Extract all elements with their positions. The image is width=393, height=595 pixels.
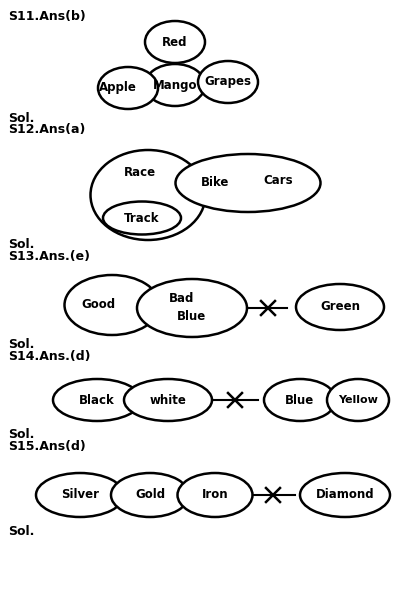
Ellipse shape: [327, 379, 389, 421]
Ellipse shape: [296, 284, 384, 330]
Text: S14.Ans.(d): S14.Ans.(d): [8, 350, 90, 363]
Text: Bad: Bad: [169, 292, 195, 305]
Text: Sol.: Sol.: [8, 525, 34, 538]
Text: Silver: Silver: [61, 488, 99, 502]
Text: Race: Race: [124, 165, 156, 178]
Text: S15.Ans(d): S15.Ans(d): [8, 440, 86, 453]
Text: Cars: Cars: [263, 174, 293, 186]
Text: Blue: Blue: [285, 393, 315, 406]
Ellipse shape: [64, 275, 160, 335]
Text: Grapes: Grapes: [204, 76, 252, 89]
Text: S12.Ans(a): S12.Ans(a): [8, 123, 85, 136]
Text: Sol.: Sol.: [8, 338, 34, 351]
Text: white: white: [150, 393, 186, 406]
Ellipse shape: [145, 21, 205, 63]
Ellipse shape: [90, 150, 206, 240]
Text: Sol.: Sol.: [8, 112, 34, 125]
Ellipse shape: [124, 379, 212, 421]
Text: Track: Track: [124, 211, 160, 224]
Ellipse shape: [145, 64, 205, 106]
Text: Bike: Bike: [201, 177, 229, 189]
Text: S13.Ans.(e): S13.Ans.(e): [8, 250, 90, 263]
Ellipse shape: [36, 473, 124, 517]
Text: Iron: Iron: [202, 488, 228, 502]
Text: Red: Red: [162, 36, 188, 49]
Text: Apple: Apple: [99, 82, 137, 95]
Text: S11.Ans(b): S11.Ans(b): [8, 10, 86, 23]
Ellipse shape: [300, 473, 390, 517]
Ellipse shape: [111, 473, 189, 517]
Ellipse shape: [137, 279, 247, 337]
Text: Diamond: Diamond: [316, 488, 374, 502]
Ellipse shape: [103, 202, 181, 234]
Ellipse shape: [98, 67, 158, 109]
Text: Sol.: Sol.: [8, 428, 34, 441]
Text: Green: Green: [320, 300, 360, 314]
Ellipse shape: [264, 379, 336, 421]
Text: Good: Good: [81, 299, 115, 312]
Text: Yellow: Yellow: [338, 395, 378, 405]
Ellipse shape: [53, 379, 141, 421]
Ellipse shape: [178, 473, 252, 517]
Ellipse shape: [198, 61, 258, 103]
Text: Black: Black: [79, 393, 115, 406]
Text: Blue: Blue: [177, 309, 207, 322]
Text: Mango: Mango: [153, 79, 197, 92]
Text: Sol.: Sol.: [8, 238, 34, 251]
Ellipse shape: [176, 154, 321, 212]
Text: Gold: Gold: [135, 488, 165, 502]
